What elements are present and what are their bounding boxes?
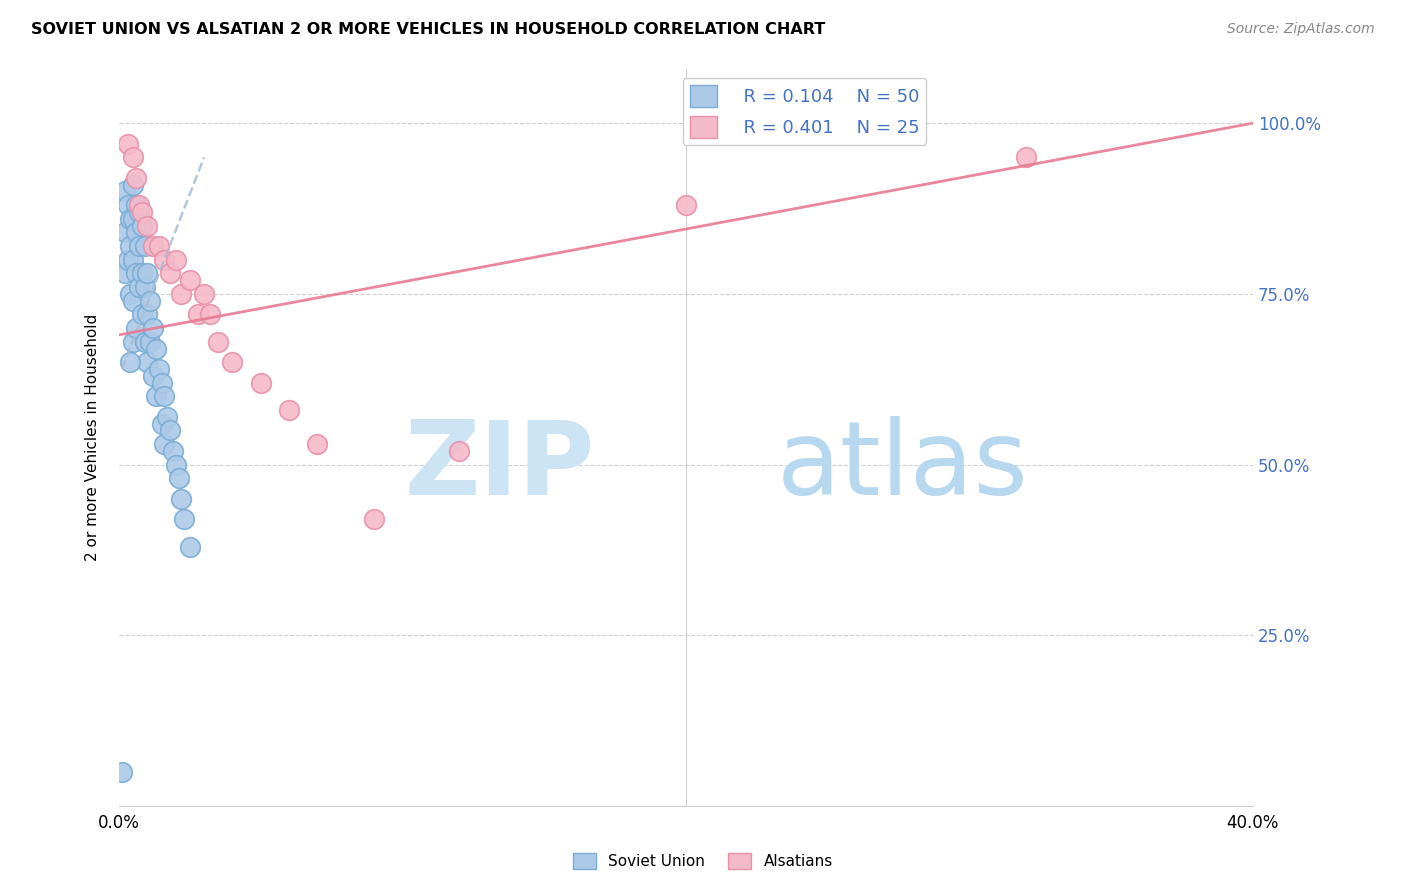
Point — [111, 764, 134, 779]
Point — [131, 266, 153, 280]
Point — [159, 424, 181, 438]
Point — [162, 444, 184, 458]
Point — [139, 293, 162, 308]
Legend:   R = 0.104    N = 50,   R = 0.401    N = 25: R = 0.104 N = 50, R = 0.401 N = 25 — [683, 78, 927, 145]
Point — [122, 178, 145, 192]
Point — [125, 321, 148, 335]
Point — [145, 389, 167, 403]
Point — [142, 321, 165, 335]
Point — [153, 437, 176, 451]
Point — [131, 205, 153, 219]
Point — [167, 471, 190, 485]
Point — [122, 211, 145, 226]
Point — [153, 252, 176, 267]
Point — [159, 266, 181, 280]
Point — [134, 239, 156, 253]
Point — [128, 205, 150, 219]
Point — [153, 389, 176, 403]
Point — [142, 239, 165, 253]
Point — [131, 219, 153, 233]
Point — [122, 252, 145, 267]
Point — [156, 409, 179, 424]
Point — [207, 334, 229, 349]
Point — [120, 211, 142, 226]
Point — [125, 266, 148, 280]
Y-axis label: 2 or more Vehicles in Household: 2 or more Vehicles in Household — [86, 314, 100, 561]
Point — [278, 403, 301, 417]
Point — [128, 198, 150, 212]
Text: ZIP: ZIP — [405, 417, 595, 517]
Point — [249, 376, 271, 390]
Point — [117, 198, 139, 212]
Point — [136, 219, 159, 233]
Legend: Soviet Union, Alsatians: Soviet Union, Alsatians — [567, 847, 839, 875]
Point — [148, 362, 170, 376]
Point — [150, 417, 173, 431]
Point — [193, 286, 215, 301]
Point — [179, 273, 201, 287]
Point — [307, 437, 329, 451]
Text: Source: ZipAtlas.com: Source: ZipAtlas.com — [1227, 22, 1375, 37]
Point — [170, 491, 193, 506]
Point — [139, 334, 162, 349]
Point — [125, 170, 148, 185]
Point — [449, 444, 471, 458]
Point — [1015, 150, 1038, 164]
Point — [675, 198, 697, 212]
Point — [198, 307, 221, 321]
Point — [114, 226, 136, 240]
Text: SOVIET UNION VS ALSATIAN 2 OR MORE VEHICLES IN HOUSEHOLD CORRELATION CHART: SOVIET UNION VS ALSATIAN 2 OR MORE VEHIC… — [31, 22, 825, 37]
Point — [136, 266, 159, 280]
Point — [134, 334, 156, 349]
Text: atlas: atlas — [776, 417, 1028, 517]
Point — [221, 355, 243, 369]
Point — [131, 307, 153, 321]
Point — [120, 355, 142, 369]
Point — [125, 198, 148, 212]
Point — [363, 512, 385, 526]
Point — [179, 540, 201, 554]
Point — [122, 334, 145, 349]
Point — [134, 280, 156, 294]
Point — [165, 458, 187, 472]
Point — [187, 307, 209, 321]
Point — [122, 150, 145, 164]
Point — [114, 266, 136, 280]
Point — [128, 280, 150, 294]
Point — [165, 252, 187, 267]
Point — [128, 239, 150, 253]
Point — [142, 368, 165, 383]
Point — [173, 512, 195, 526]
Point — [120, 239, 142, 253]
Point — [114, 185, 136, 199]
Point — [136, 307, 159, 321]
Point — [120, 286, 142, 301]
Point — [150, 376, 173, 390]
Point — [145, 342, 167, 356]
Point — [136, 355, 159, 369]
Point — [117, 252, 139, 267]
Point — [170, 286, 193, 301]
Point — [125, 226, 148, 240]
Point — [117, 136, 139, 151]
Point — [148, 239, 170, 253]
Point — [122, 293, 145, 308]
